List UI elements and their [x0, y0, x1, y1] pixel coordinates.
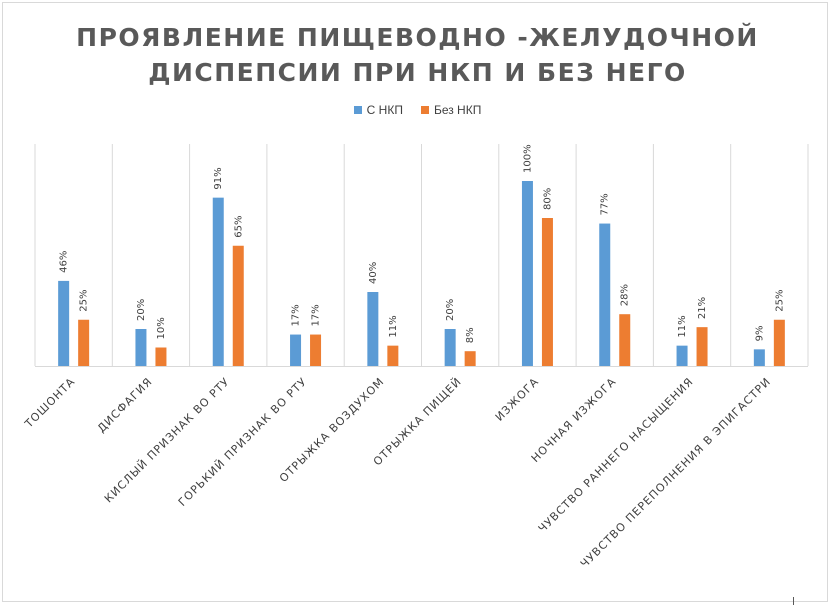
category-label-2: КИСЛЫЙ ПРИЗНАК ВО РТУ — [102, 375, 232, 505]
bar-s-nkp-1 — [135, 329, 147, 366]
data-label-s-nkp-9: 9% — [754, 325, 765, 341]
corner-tick — [793, 597, 794, 605]
data-label-bez-nkp-0: 25% — [79, 290, 90, 312]
bar-s-nkp-0 — [58, 280, 70, 366]
legend-label-bez-nkp: Без НКП — [433, 103, 482, 117]
legend-swatch-bez-nkp — [420, 106, 429, 114]
data-label-s-nkp-0: 46% — [59, 251, 70, 273]
bar-s-nkp-7 — [599, 223, 611, 366]
data-label-s-nkp-6: 100% — [522, 144, 533, 173]
bar-s-nkp-8 — [676, 345, 688, 366]
data-label-bez-nkp-5: 8% — [465, 327, 476, 343]
data-label-bez-nkp-2: 65% — [233, 216, 244, 238]
category-label-0: ТОШОНТА — [22, 375, 78, 431]
category-label-5: ОТРЫЖКА ПИЩЕЙ — [371, 375, 464, 468]
data-label-s-nkp-1: 20% — [136, 299, 147, 321]
data-label-bez-nkp-8: 21% — [697, 297, 708, 319]
chart-frame — [2, 2, 828, 602]
category-label-6: ИЗЖОГА — [493, 375, 542, 424]
bar-bez-nkp-7 — [619, 314, 631, 366]
legend-label-s-nkp: С НКП — [366, 103, 403, 117]
category-label-1: ДИСФАГИЯ — [95, 375, 155, 435]
data-label-s-nkp-2: 91% — [213, 167, 224, 189]
chart-legend: С НКП Без НКП — [0, 103, 835, 117]
data-label-bez-nkp-6: 80% — [542, 188, 553, 210]
bar-bez-nkp-4 — [387, 345, 399, 366]
data-label-bez-nkp-4: 11% — [388, 315, 399, 337]
legend-swatch-s-nkp — [353, 106, 362, 114]
data-label-bez-nkp-3: 17% — [311, 304, 322, 326]
category-label-7: НОЧНАЯ ИЗЖОГА — [529, 375, 619, 465]
bar-s-nkp-3 — [290, 334, 302, 366]
bar-bez-nkp-9 — [773, 319, 785, 366]
data-label-s-nkp-8: 11% — [677, 315, 688, 337]
data-label-bez-nkp-7: 28% — [620, 284, 631, 306]
bar-bez-nkp-8 — [696, 327, 708, 366]
legend-item-bez-nkp: Без НКП — [420, 103, 482, 117]
bar-bez-nkp-5 — [464, 351, 476, 366]
bar-s-nkp-4 — [367, 292, 379, 366]
data-label-s-nkp-3: 17% — [291, 304, 302, 326]
chart-title-line-2: ДИСПЕПСИИ ПРИ НКП И БЕЗ НЕГО — [148, 58, 687, 87]
chart-title-line-1: ПРОЯВЛЕНИЕ ПИЩЕВОДНО -ЖЕЛУДОЧНОЙ — [76, 23, 759, 52]
bar-s-nkp-9 — [753, 349, 765, 366]
bar-bez-nkp-3 — [310, 334, 322, 366]
bar-s-nkp-2 — [212, 197, 224, 366]
data-label-s-nkp-5: 20% — [445, 299, 456, 321]
bar-bez-nkp-1 — [155, 347, 167, 366]
data-label-bez-nkp-9: 25% — [774, 290, 785, 312]
chart-title: ПРОЯВЛЕНИЕ ПИЩЕВОДНО -ЖЕЛУДОЧНОЙ ДИСПЕПС… — [0, 20, 835, 90]
bar-bez-nkp-0 — [78, 319, 90, 366]
bar-s-nkp-6 — [521, 181, 533, 366]
bar-bez-nkp-6 — [541, 218, 553, 366]
data-label-bez-nkp-1: 10% — [156, 317, 167, 339]
category-label-3: ГОРЬКИЙ ПРИЗНАК ВО РТУ — [176, 375, 310, 509]
legend-item-s-nkp: С НКП — [353, 103, 403, 117]
bar-bez-nkp-2 — [232, 245, 244, 366]
bar-s-nkp-5 — [444, 329, 456, 366]
data-label-s-nkp-7: 77% — [600, 193, 611, 215]
category-label-8: ЧУВСТВО РАННЕГО НАСЫЩЕНИЯ — [536, 375, 696, 535]
data-label-s-nkp-4: 40% — [368, 262, 379, 284]
